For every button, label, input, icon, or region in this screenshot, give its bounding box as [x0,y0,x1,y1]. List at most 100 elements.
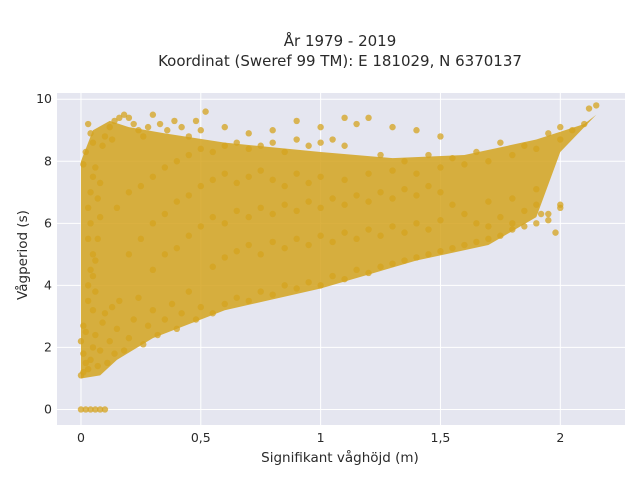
data-point [89,344,97,351]
data-point [233,294,240,301]
data-point [120,347,128,354]
data-point [164,127,171,134]
data-point [87,130,94,137]
data-point [82,406,89,413]
data-point [80,161,87,168]
data-point [521,207,528,215]
data-point [365,170,372,177]
data-point [269,291,276,298]
data-point [94,235,101,243]
data-point [377,189,384,196]
data-point [221,300,228,308]
data-point [389,195,396,202]
data-point [171,117,178,125]
data-point [87,356,94,364]
data-point [84,120,92,128]
data-point [125,114,133,122]
chart-title-line-1: År 1979 - 2019 [284,31,397,50]
data-point [221,170,228,177]
x-tick-label: 1 [317,430,325,445]
data-point [317,173,324,180]
data-point [80,369,87,376]
data-point [185,288,193,295]
data-point [257,288,264,295]
data-point [149,266,157,274]
data-point [245,213,252,221]
data-point [197,145,204,153]
data-point [533,145,540,153]
data-point [96,213,104,221]
data-point [96,347,104,354]
data-point [82,148,89,156]
data-point [353,235,360,243]
data-point [99,142,106,149]
data-point [437,164,444,171]
data-point [135,294,142,301]
data-point [209,263,216,270]
data-point [197,303,204,311]
data-point [437,189,444,196]
data-point [521,223,528,230]
data-point [87,189,94,196]
data-point [192,117,200,125]
data-point [257,204,264,212]
data-point [197,127,204,134]
data-point [341,142,348,149]
y-axis-label: Vågperiod (s) [14,210,31,300]
data-point [281,182,288,190]
data-point [461,161,468,168]
data-point [245,145,252,153]
data-point [92,164,99,171]
data-point [161,164,169,171]
data-point [245,297,252,305]
data-point [293,235,300,243]
data-point [545,130,552,137]
data-point [389,223,396,230]
data-point [425,182,432,190]
data-point [82,359,89,367]
data-point [125,189,133,196]
data-point [461,241,468,249]
y-tick-label: 10 [36,91,52,106]
data-point [185,151,193,159]
data-point [125,334,133,342]
data-point [485,223,492,230]
data-point [116,114,123,122]
data-point [94,195,101,202]
data-points [77,102,600,413]
data-point [84,282,92,289]
data-point [149,220,157,227]
data-point [305,179,312,187]
data-point [140,133,147,140]
data-point [521,142,528,149]
data-point [108,136,116,143]
data-point [377,232,384,239]
data-point [537,210,545,218]
data-point [245,130,252,137]
data-point [111,350,118,357]
data-point [257,142,264,149]
data-point [557,201,564,208]
data-point [329,136,336,143]
data-point [269,139,276,146]
data-point [144,123,152,131]
data-point [377,263,384,270]
data-point [80,350,87,357]
data-point [120,111,128,118]
data-point [305,142,312,149]
data-point [92,331,99,339]
data-point [168,300,176,308]
data-point [89,173,97,180]
data-point [161,316,169,323]
y-tick-labels: 0 2 4 6 8 10 [36,91,52,416]
data-point [413,220,420,227]
data-point [89,272,97,280]
data-point [156,120,164,128]
data-point [178,123,185,131]
data-point [125,251,133,258]
data-point [533,185,540,193]
data-point [89,251,97,258]
data-point [221,123,228,131]
data-point [552,229,559,236]
data-point [135,127,142,134]
